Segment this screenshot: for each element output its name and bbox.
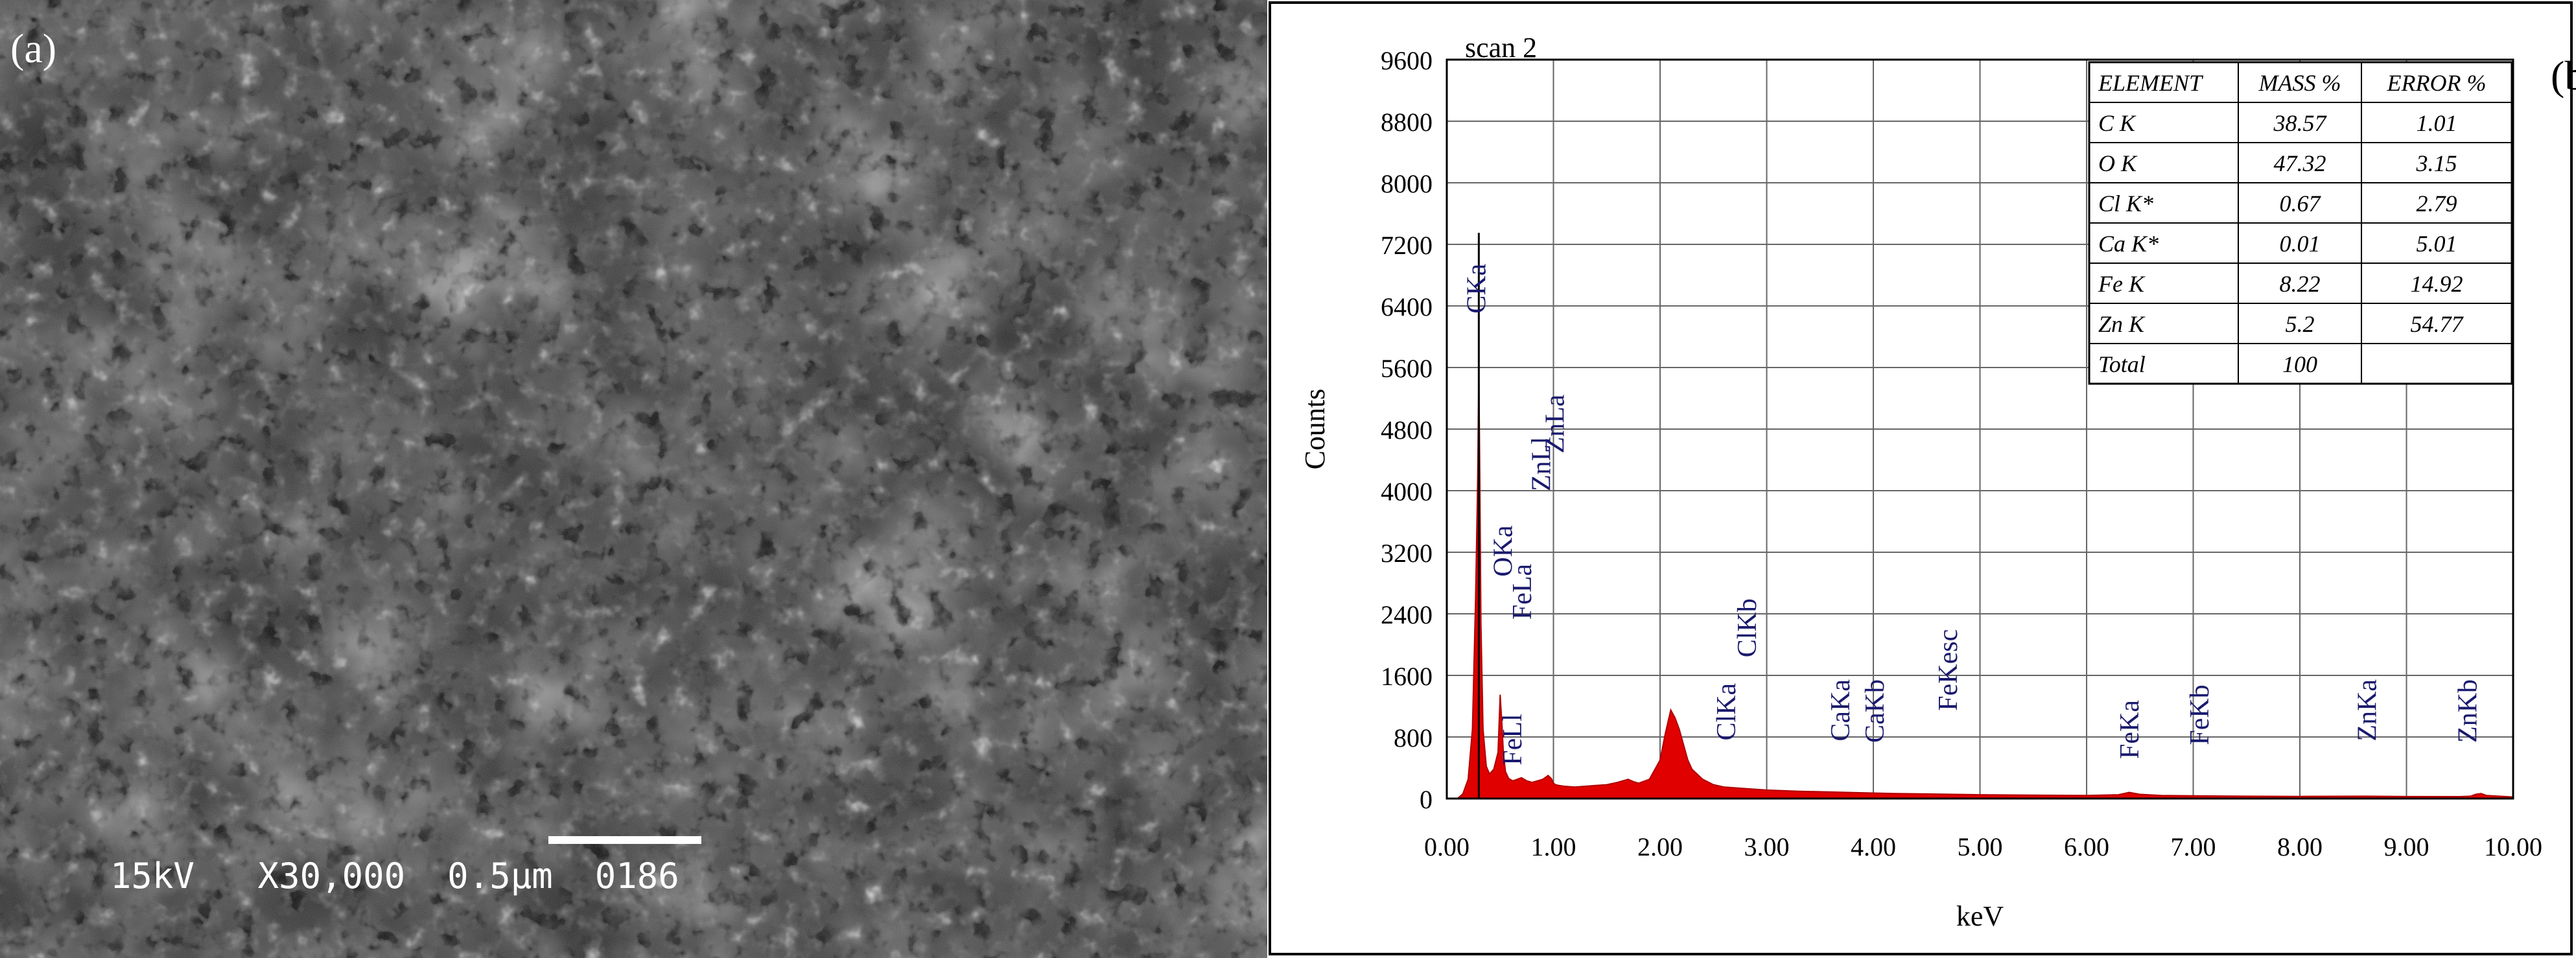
x-tick-label: 8.00: [2277, 832, 2323, 861]
y-tick-label: 5600: [1381, 354, 1433, 383]
plot-area-border: [1446, 58, 2514, 800]
sem-micrograph-panel: 15kV X30,000 0.5µm 0186 (a): [0, 0, 1267, 958]
peak-label: ZnKb: [2453, 679, 2483, 743]
y-tick-label: 8000: [1381, 169, 1433, 198]
x-axis-label: keV: [1956, 900, 2004, 932]
peak-label: FeKa: [2115, 700, 2145, 759]
y-tick-label: 6400: [1381, 292, 1433, 321]
table-cell: Cl K*: [2098, 191, 2153, 216]
x-tick-label: 9.00: [2384, 832, 2430, 861]
table-header-cell: MASS %: [2258, 70, 2341, 96]
peak-label: FeKesc: [1934, 629, 1963, 711]
table-cell: Total: [2098, 351, 2146, 377]
x-tick-label: 5.00: [1958, 832, 2003, 861]
table-cell: 2.79: [2417, 191, 2457, 216]
y-tick-label: 2400: [1381, 600, 1433, 629]
peak-label: ClKa: [1712, 683, 1742, 741]
y-tick-label: 9600: [1381, 46, 1433, 75]
table-cell: Fe K: [2098, 271, 2146, 297]
table-header-cell: ERROR %: [2387, 70, 2487, 96]
sem-info-text: 15kV X30,000 0.5µm 0186: [110, 856, 679, 896]
chart-title: scan 2: [1465, 32, 1537, 64]
table-cell: 0.67: [2280, 191, 2322, 216]
panel-a-label: (a): [10, 25, 57, 71]
peak-label: CaKb: [1860, 679, 1890, 743]
table-cell: C K: [2098, 110, 2137, 136]
eds-spectrum-chart: scan 2 0 800 1600 2400 3200 4000 4800 5600 6400 7…: [1269, 1, 2573, 955]
peak-label: FeKb: [2185, 684, 2215, 745]
y-tick-label: 3200: [1381, 539, 1433, 568]
y-tick-label: 4800: [1381, 415, 1433, 445]
table-cell: 5.2: [2286, 311, 2315, 337]
peak-label: ClKb: [1733, 598, 1762, 657]
x-tick-label: 3.00: [1744, 832, 1790, 861]
table-cell: 54.77: [2411, 311, 2465, 337]
y-tick-label: 1600: [1381, 662, 1433, 691]
y-axis-label: Counts: [1299, 389, 1331, 470]
x-tick-label: 7.00: [2171, 832, 2216, 861]
peak-label: ZnKa: [2353, 679, 2383, 742]
x-tick-label: 4.00: [1851, 832, 1896, 861]
y-tick-label: 8800: [1381, 108, 1433, 137]
spectrum-series: [1447, 367, 2514, 799]
x-tick-label: 10.00: [2484, 832, 2542, 861]
table-cell: 38.57: [2273, 110, 2328, 136]
table-cell: Ca K*: [2098, 231, 2159, 257]
peak-label: FeLa: [1508, 563, 1538, 620]
table-cell: 8.22: [2280, 271, 2321, 297]
peak-label: FeLl: [1498, 714, 1528, 765]
peak-label: CKa: [1462, 263, 1492, 313]
x-tick-label: 6.00: [2064, 832, 2109, 861]
table-cell: 3.15: [2416, 150, 2457, 176]
table-cell: 1.01: [2417, 110, 2457, 136]
x-tick-label: 2.00: [1637, 832, 1683, 861]
x-tick-label: 1.00: [1531, 832, 1576, 861]
x-tick-label: 0.00: [1424, 832, 1469, 861]
table-cell: 100: [2282, 351, 2317, 377]
y-tick-label: 800: [1394, 723, 1433, 753]
composition-table: ELEMENT MASS % ERROR % C K 38.57 1.01 O K 47.32…: [2088, 61, 2513, 385]
table-header-cell: ELEMENT: [2098, 70, 2204, 96]
y-tick-label: 7200: [1381, 231, 1433, 260]
panel-b-label: (b): [2551, 53, 2576, 99]
y-tick-label: 4000: [1381, 477, 1433, 506]
peak-label: OKa: [1488, 525, 1518, 577]
table-cell: 5.01: [2417, 231, 2457, 257]
table-cell: 14.92: [2411, 271, 2463, 297]
y-tick-label: 0: [1420, 785, 1433, 814]
sem-micrograph-image: 15kV X30,000 0.5µm 0186: [0, 0, 1267, 958]
peak-label: ZnLl: [1527, 437, 1556, 491]
table-cell: Zn K: [2098, 311, 2146, 337]
peak-label: ZnLa: [1540, 394, 1570, 453]
table-cell: O K: [2098, 150, 2138, 176]
table-cell: 0.01: [2280, 231, 2321, 257]
eds-spectrum-panel: scan 2 0 800 1600 2400 3200 4000 4800 5600 6400 7…: [1267, 0, 2576, 958]
scale-bar: [548, 836, 701, 844]
table-cell: 47.32: [2274, 150, 2326, 176]
peak-label: CaKa: [1826, 679, 1856, 742]
